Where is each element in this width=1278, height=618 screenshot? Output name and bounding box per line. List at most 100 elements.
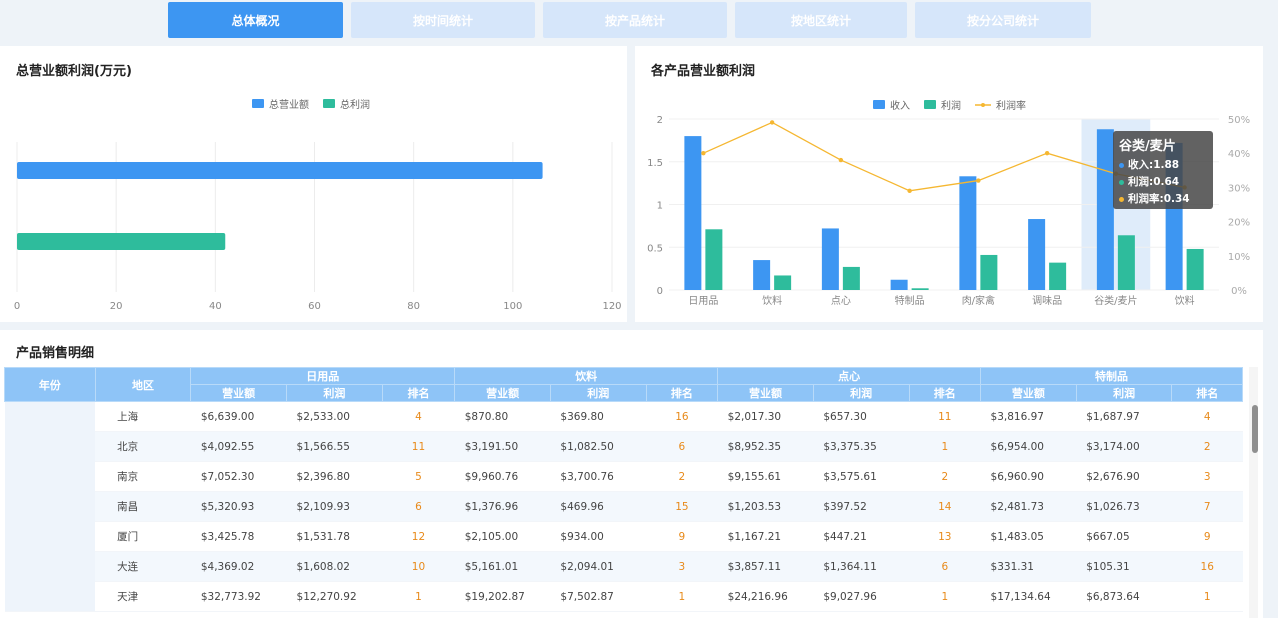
tab-by-time[interactable]: 按时间统计 <box>351 2 535 38</box>
legend-label: 利润率 <box>996 101 1026 112</box>
sub-header[interactable]: 排名 <box>645 384 719 402</box>
rank-cell: 15 <box>646 491 718 522</box>
sub-header[interactable]: 营业额 <box>717 384 814 402</box>
tab-by-branch[interactable]: 按分公司统计 <box>915 2 1091 38</box>
x-tick-label: 肉/家禽 <box>962 294 995 307</box>
rank-cell: 16 <box>646 401 718 432</box>
bar-income[interactable] <box>959 176 977 290</box>
revenue-cell: $9,155.61 <box>717 461 814 492</box>
bar-income[interactable] <box>1028 219 1046 290</box>
bar-income[interactable] <box>821 228 839 290</box>
profit-cell: $1,531.78 <box>286 521 383 552</box>
legend-item-profit[interactable]: 利润 <box>924 97 961 112</box>
tooltip-line-profit: 利润:0.64 <box>1119 174 1207 191</box>
bar-income[interactable] <box>1096 129 1114 290</box>
profit-cell: $369.80 <box>550 401 647 432</box>
bar-profit[interactable] <box>774 275 792 290</box>
table-row[interactable]: 上海 $6,639.00 $2,533.00 4 $870.80 $369.80 16 $2,… <box>4 401 1243 612</box>
bar-profit[interactable] <box>1186 248 1204 290</box>
revenue-cell: $4,092.55 <box>190 431 287 462</box>
region-cell: 上海 <box>95 401 191 432</box>
rank-cell: 3 <box>1171 461 1243 492</box>
bar-total-profit[interactable] <box>17 233 226 250</box>
sub-header[interactable]: 利润 <box>286 384 383 402</box>
margin-point[interactable] <box>838 157 844 163</box>
table-row[interactable]: 厦门 $3,425.78 $1,531.78 12 $2,105.00 $934.00 9 $… <box>5 521 1243 552</box>
profit-cell: $7,502.87 <box>550 581 647 612</box>
x-tick-label: 调味品 <box>1032 295 1062 307</box>
y-tick-label: 2 <box>657 115 663 126</box>
rank-cell: 1 <box>646 581 718 612</box>
sub-header[interactable]: 利润 <box>1075 384 1173 402</box>
profit-cell: $105.31 <box>1076 551 1172 582</box>
legend-item-margin[interactable]: 利润率 <box>975 97 1026 112</box>
margin-point[interactable] <box>1044 151 1050 156</box>
margin-point[interactable] <box>701 151 706 156</box>
sub-header[interactable]: 营业额 <box>980 384 1077 402</box>
profit-cell: $3,575.61 <box>813 461 910 492</box>
chart-legend: 收入 利润 利润率 <box>873 97 1026 112</box>
tab-by-region[interactable]: 按地区统计 <box>735 2 907 38</box>
panel-title: 总营业额利润(万元) <box>16 64 132 79</box>
revenue-cell: $6,960.90 <box>980 461 1077 492</box>
bar-profit[interactable] <box>1049 262 1067 290</box>
x-tick-label: 0 <box>14 301 20 312</box>
table-row[interactable]: 大连 $4,369.02 $1,608.02 10 $5,161.01 $2,094.01… <box>5 551 1243 582</box>
legend-item-revenue[interactable]: 总营业额 <box>252 96 309 111</box>
header-year[interactable]: 年份 <box>4 367 96 402</box>
revenue-cell: $1,167.21 <box>717 521 814 552</box>
region-cell: 南昌 <box>95 491 191 522</box>
profit-cell: $3,700.76 <box>550 461 647 492</box>
sub-header[interactable]: 营业额 <box>190 384 288 402</box>
bar-profit[interactable] <box>980 254 998 290</box>
tab-overview[interactable]: 总体概况 <box>168 2 343 38</box>
x-tick-label: 20 <box>110 301 123 312</box>
header-group[interactable]: 点心 <box>717 367 982 385</box>
bar-profit[interactable] <box>705 229 723 290</box>
header-group[interactable]: 饮料 <box>454 367 719 385</box>
scrollbar-track[interactable] <box>1249 367 1258 618</box>
bar-profit[interactable] <box>1117 235 1135 290</box>
header-group[interactable]: 特制品 <box>980 367 1243 385</box>
bar-total-revenue[interactable] <box>17 162 543 179</box>
margin-point[interactable] <box>907 188 912 194</box>
horizontal-bar-chart: 0 20 40 60 80 100 120 <box>14 142 622 312</box>
table-row[interactable]: 南京 $7,052.30 $2,396.80 5 $9,960.76 $3,700.76 2… <box>5 461 1243 492</box>
y2-tick-label: 40% <box>1228 149 1250 160</box>
table-row[interactable]: 南昌 $5,320.93 $2,109.93 6 $1,376.96 $469.96 15 $… <box>5 491 1243 522</box>
header-group[interactable]: 日用品 <box>190 367 456 385</box>
bar-income[interactable] <box>753 260 771 290</box>
tab-by-product[interactable]: 按产品统计 <box>543 2 727 38</box>
bar-profit[interactable] <box>911 288 929 290</box>
x-tick-label: 谷类/麦片 <box>1094 294 1137 307</box>
bar-income[interactable] <box>684 136 702 290</box>
bar-profit[interactable] <box>842 266 860 290</box>
y2-tick-label: 30% <box>1228 183 1250 194</box>
margin-point[interactable] <box>769 120 775 125</box>
margin-point[interactable] <box>976 178 981 183</box>
sub-header[interactable]: 利润 <box>549 384 647 402</box>
sub-header[interactable]: 排名 <box>1171 384 1243 402</box>
rank-cell: 2 <box>646 461 718 492</box>
bar-income[interactable] <box>890 279 908 290</box>
rank-cell: 11 <box>909 401 981 432</box>
sub-header[interactable]: 营业额 <box>454 384 551 402</box>
rank-cell: 12 <box>382 521 455 552</box>
scrollbar-thumb[interactable] <box>1252 405 1258 453</box>
profit-cell: $469.96 <box>550 491 647 522</box>
table-row[interactable]: 北京 $4,092.55 $1,566.55 11 $3,191.50 $1,082.50… <box>5 431 1243 462</box>
revenue-cell: $1,483.05 <box>980 521 1077 552</box>
sub-header[interactable]: 排名 <box>381 384 456 402</box>
revenue-cell: $5,161.01 <box>454 551 551 582</box>
profit-cell: $2,396.80 <box>286 461 383 492</box>
x-tick-label: 点心 <box>831 295 851 307</box>
legend-item-profit[interactable]: 总利润 <box>323 96 370 111</box>
legend-item-income[interactable]: 收入 <box>873 97 910 112</box>
revenue-cell: $6,954.00 <box>980 431 1077 462</box>
sub-header[interactable]: 利润 <box>812 384 910 402</box>
table-row[interactable]: 天津 $32,773.92 $12,270.92 1 $19,202.87 $7,502.… <box>5 581 1243 612</box>
legend-label: 总利润 <box>340 100 370 111</box>
sub-header[interactable]: 排名 <box>908 384 982 402</box>
header-region[interactable]: 地区 <box>94 367 192 402</box>
tooltip-value: 收入:1.88 <box>1128 159 1180 171</box>
